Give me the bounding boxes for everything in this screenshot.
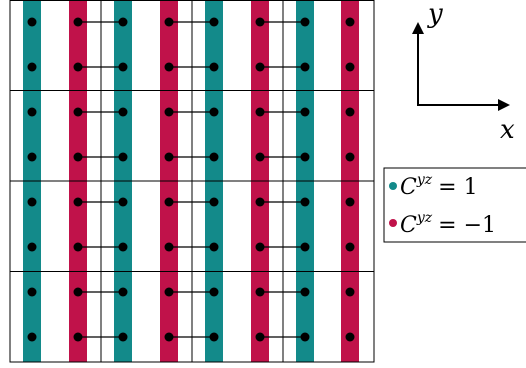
- lattice-site: [255, 62, 265, 72]
- lattice-site: [73, 152, 83, 162]
- lattice-site: [118, 287, 128, 297]
- lattice-site: [300, 107, 310, 117]
- lattice-site: [27, 197, 37, 207]
- lattice-site: [300, 287, 310, 297]
- block-grid: [9, 0, 375, 363]
- axis-indicator: y x: [412, 0, 515, 145]
- lattice-site: [118, 242, 128, 252]
- legend: Cyz = 1 Cyz = −1: [383, 167, 526, 243]
- lattice-site: [345, 62, 355, 72]
- lattice-site: [164, 152, 174, 162]
- lattice-site: [209, 197, 219, 207]
- x-axis-label: x: [500, 115, 515, 145]
- lattice-site: [27, 107, 37, 117]
- lattice-site: [73, 287, 83, 297]
- lattice-site: [73, 332, 83, 342]
- lattice-site: [164, 62, 174, 72]
- lattice-site: [164, 242, 174, 252]
- lattice-site: [118, 62, 128, 72]
- lattice-site: [27, 332, 37, 342]
- lattice-site: [164, 332, 174, 342]
- lattice-site: [118, 197, 128, 207]
- lattice-site: [27, 17, 37, 27]
- lattice-site: [255, 287, 265, 297]
- lattice-site: [73, 107, 83, 117]
- legend-relation: = 1: [438, 175, 477, 200]
- lattice-site: [118, 107, 128, 117]
- lattice-site: [27, 62, 37, 72]
- site-layer: [27, 17, 355, 342]
- lattice-site: [255, 107, 265, 117]
- lattice-site: [345, 107, 355, 117]
- y-arrowhead-icon: [412, 22, 424, 34]
- lattice-site: [209, 242, 219, 252]
- lattice-site: [73, 62, 83, 72]
- lattice-site: [209, 287, 219, 297]
- lattice-site: [164, 107, 174, 117]
- legend-base: C: [400, 175, 417, 200]
- lattice-site: [255, 17, 265, 27]
- legend-superscript: yz: [416, 210, 433, 226]
- lattice-site: [300, 62, 310, 72]
- lattice-site: [73, 17, 83, 27]
- lattice-site: [73, 242, 83, 252]
- legend-item-positive: Cyz = 1: [389, 172, 478, 200]
- lattice-site: [27, 152, 37, 162]
- lattice-site: [255, 242, 265, 252]
- lattice-site: [27, 242, 37, 252]
- lattice-site: [300, 197, 310, 207]
- lattice-site: [300, 242, 310, 252]
- lattice-site: [345, 242, 355, 252]
- x-arrowhead-icon: [498, 99, 510, 111]
- svg-text:Cyz= −1: Cyz = −1: [400, 210, 496, 238]
- lattice-site: [73, 197, 83, 207]
- lattice-site: [118, 152, 128, 162]
- legend-relation: = −1: [438, 213, 496, 238]
- lattice-site: [209, 107, 219, 117]
- lattice-site: [255, 152, 265, 162]
- legend-swatch-crimson: [389, 219, 397, 227]
- legend-swatch-teal: [389, 182, 397, 190]
- bond-layer: [78, 21, 305, 338]
- lattice-site: [209, 152, 219, 162]
- lattice-site: [118, 332, 128, 342]
- lattice-site: [209, 17, 219, 27]
- lattice-site: [300, 17, 310, 27]
- lattice-site: [164, 197, 174, 207]
- lattice-site: [255, 197, 265, 207]
- lattice-site: [164, 287, 174, 297]
- lattice-site: [345, 197, 355, 207]
- lattice-site: [209, 62, 219, 72]
- lattice-site: [255, 332, 265, 342]
- lattice-site: [345, 287, 355, 297]
- lattice-site: [300, 152, 310, 162]
- legend-item-negative: Cyz = −1: [389, 210, 496, 238]
- svg-text:Cyz= 1: Cyz = 1: [400, 172, 478, 200]
- legend-box: [383, 167, 526, 243]
- lattice-site: [118, 17, 128, 27]
- legend-base: C: [400, 213, 417, 238]
- legend-superscript: yz: [416, 172, 433, 188]
- y-axis-label: y: [427, 0, 443, 29]
- lattice-site: [164, 17, 174, 27]
- lattice-site: [209, 332, 219, 342]
- lattice-site: [345, 152, 355, 162]
- lattice-site: [345, 332, 355, 342]
- lattice-site: [345, 17, 355, 27]
- lattice-site: [27, 287, 37, 297]
- lattice-site: [300, 332, 310, 342]
